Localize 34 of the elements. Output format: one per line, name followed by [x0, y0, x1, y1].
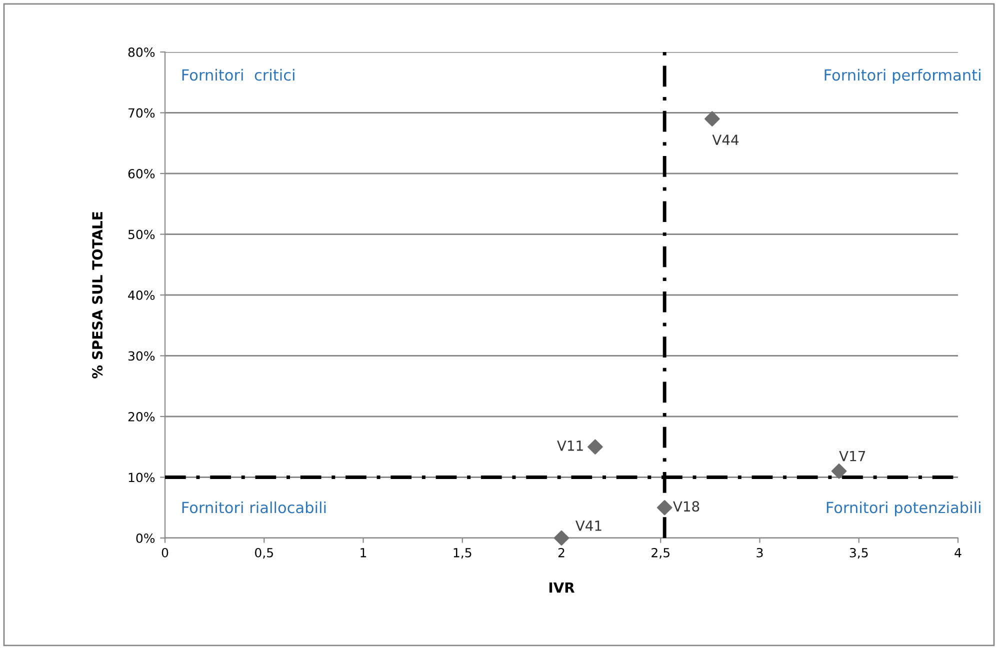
y-tick-label: 60% [128, 168, 155, 178]
annotation: Fornitori riallocabili [182, 501, 326, 514]
data-label: V17 [839, 450, 866, 462]
data-label: V18 [673, 501, 700, 512]
x-tick-label: 0,5 [255, 548, 273, 559]
annotation: Fornitori potenziabili [826, 501, 980, 516]
y-tick-label: 70% [128, 108, 155, 118]
annotation: Fornitori performanti [824, 68, 980, 84]
y-tick-label: 40% [128, 290, 155, 300]
data-label: V41 [575, 520, 602, 531]
y-tick-label: 10% [128, 472, 155, 482]
y-tick-label: 50% [128, 230, 155, 240]
x-tick-label: 2 [558, 548, 564, 558]
y-tick-label: 0% [136, 533, 155, 543]
x-tick-label: 0 [162, 548, 168, 558]
point [831, 464, 847, 479]
annotation: Fornitori critici [182, 68, 294, 81]
y-tick-label: 80% [128, 47, 155, 57]
x-tick-label: 2,5 [652, 548, 670, 559]
y-axis-title: % SPESA SUL TOTALE [92, 212, 103, 378]
x-tick-label: 3,5 [850, 548, 868, 559]
point [554, 530, 570, 546]
point [656, 500, 672, 516]
data-label: V44 [712, 134, 739, 145]
x-tick-label: 4 [954, 548, 962, 558]
y-tick-label: 20% [128, 412, 155, 422]
point [588, 439, 603, 455]
x-tick-label: 3 [756, 548, 763, 558]
x-tick-label: 1 [360, 548, 366, 558]
point [704, 111, 720, 126]
x-axis-title: IVR [549, 582, 575, 593]
data-label: V11 [557, 440, 583, 451]
x-tick-label: 1,5 [454, 548, 472, 559]
y-tick-label: 30% [128, 351, 155, 361]
